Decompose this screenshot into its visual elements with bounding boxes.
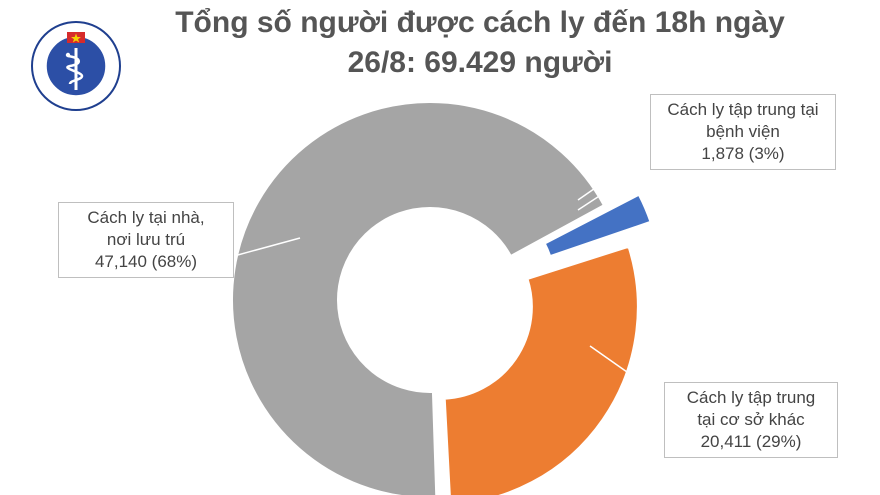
data-label-home-line-2: nơi lưu trú [106,230,186,249]
data-label-home-line-1: Cách ly tại nhà, [87,208,205,227]
data-label-home-value: 47,140 (68%) [94,252,198,271]
chart-title-line-2: 26/8: 69.429 người [347,46,613,79]
ministry-of-health-logo-icon [30,20,122,112]
data-label-other-line-1: Cách ly tập trung [686,388,816,407]
data-label-hospital-line-1: Cách ly tập trung tại [667,100,819,119]
data-label-hospital-line-2: bệnh viện [706,122,780,141]
data-label-hospital: Cách ly tập trung tại bệnh viện 1,878 (3… [650,94,836,170]
donut-slice-home [231,101,606,495]
leader-line-home [233,237,301,257]
data-label-other-facility: Cách ly tập trung tại cơ sở khác 20,411 … [664,382,838,458]
leader-line-hospital-2 [577,159,655,211]
donut-slice-other-facility [443,245,639,495]
donut-slice-hospital [543,193,652,258]
leader-line-other-facility [589,345,665,399]
data-label-other-line-2: tại cơ sở khác [697,410,805,429]
data-label-hospital-value: 1,878 (3%) [701,144,785,163]
leader-line-hospital-1 [577,149,651,201]
chart-title-line-1: Tổng số người được cách ly đến 18h ngày [175,6,785,39]
data-label-other-value: 20,411 (29%) [700,432,802,451]
data-label-home: Cách ly tại nhà, nơi lưu trú 47,140 (68%… [58,202,234,278]
